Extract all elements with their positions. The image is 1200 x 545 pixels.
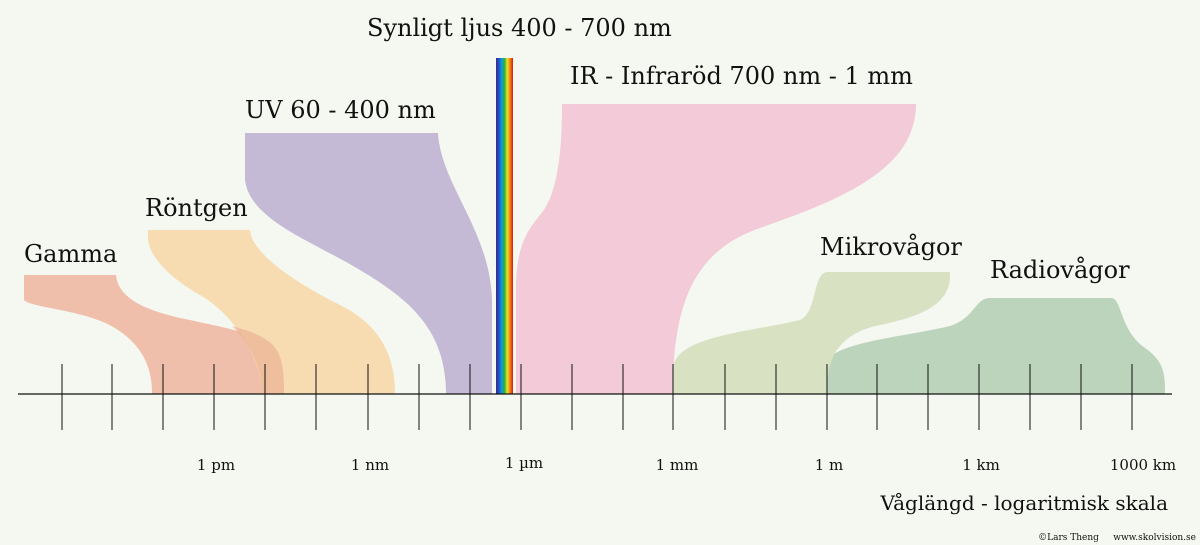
rontgen-band: [148, 230, 395, 394]
visible-label: Synligt ljus 400 - 700 nm: [367, 14, 672, 42]
uv-label: UV 60 - 400 nm: [245, 96, 436, 124]
microwave-label: Mikrovågor: [820, 232, 962, 261]
radio-label: Radiovågor: [990, 255, 1130, 284]
radio-band: [823, 298, 1165, 394]
microwave-band: [673, 272, 951, 394]
visible-spectrum-bar: [496, 58, 513, 394]
gamma-band: [24, 275, 284, 394]
tick-label-1000km: 1000 km: [1110, 456, 1176, 474]
tick-label-1km: 1 km: [962, 456, 1000, 474]
credit-text: ©Lars Theng www.skolvision.se: [1038, 533, 1196, 543]
ir-band: [516, 104, 916, 394]
tick-label-1nm: 1 nm: [351, 456, 389, 474]
tick-label-1pm: 1 pm: [197, 456, 235, 474]
tick-label-1mm: 1 mm: [656, 456, 699, 474]
axis-title: Våglängd - logaritmisk skala: [880, 491, 1169, 515]
tick-label-1um: 1 µm: [505, 454, 543, 472]
ir-label: IR - Infraröd 700 nm - 1 mm: [570, 62, 913, 90]
gamma-rontgen-overlap: [232, 326, 284, 394]
tick-label-1m: 1 m: [815, 456, 844, 474]
rontgen-label: Röntgen: [145, 194, 248, 222]
axis-ticks: [61, 364, 1133, 430]
gamma-label: Gamma: [24, 240, 117, 268]
uv-band: [245, 133, 492, 394]
